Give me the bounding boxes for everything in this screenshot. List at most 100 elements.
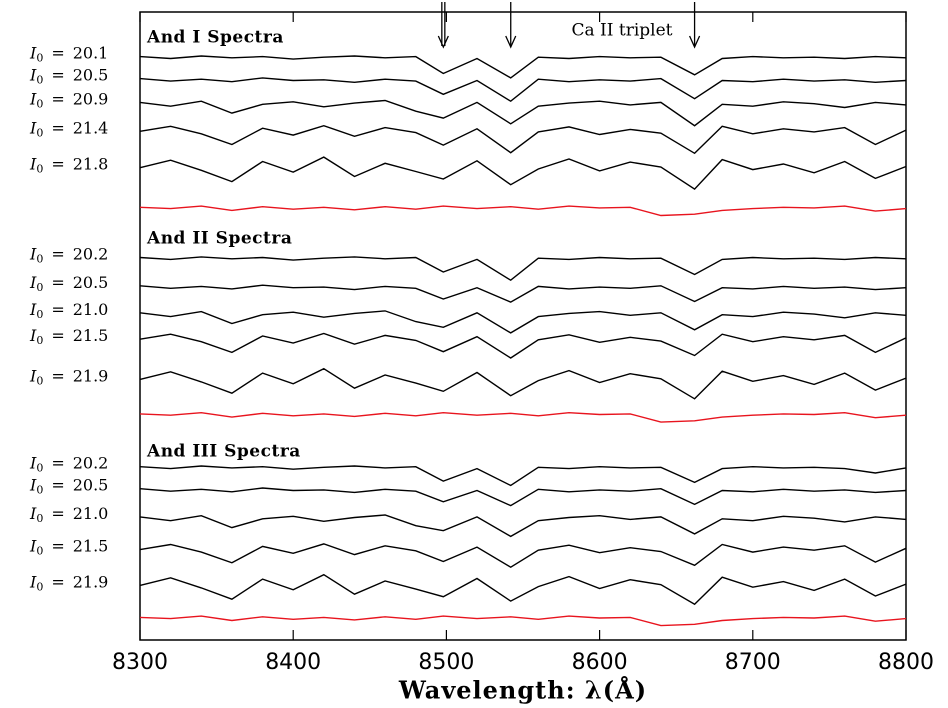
label-symbol: I [29,272,37,291]
label-symbol: I [29,453,37,472]
spectrum [139,514,907,538]
spectrum [139,573,907,606]
label-equals: = [51,366,64,385]
spectrum [139,615,907,627]
label-equals: = [51,299,64,318]
label-subscript: 0 [36,308,43,321]
spectrum [139,156,907,191]
panel-title: And III Spectra [146,442,301,462]
series-name: 21.5 [73,326,109,345]
spectrum [139,332,907,359]
x-tick-label: 8300 [112,650,168,675]
spectrum [139,543,907,569]
label-symbol: I [29,89,37,108]
spectrum [139,99,907,127]
series-name: 21.5 [73,536,109,555]
x-tick-label: 8600 [572,650,628,675]
panel-title: And II Spectra [146,229,292,249]
arrow-head [688,35,701,49]
series-name: 21.9 [73,572,109,591]
label-symbol: I [29,118,37,137]
x-tick-label: 8700 [725,650,781,675]
spectrum [139,487,907,507]
spectrum [139,256,907,282]
plot-frame [139,11,907,641]
series-name: 20.9 [73,89,109,108]
label-subscript: 0 [36,374,43,387]
series-label: I0 = 20.5 [29,272,108,294]
label-equals: = [51,244,64,263]
spectrum [139,205,907,217]
label-subscript: 0 [36,52,43,65]
series-label: I0 = 20.5 [29,65,108,87]
label-subscript: 0 [36,512,43,525]
label-equals: = [51,89,64,108]
label-subscript: 0 [36,484,43,497]
label-equals: = [51,65,64,84]
spectrum [139,465,907,487]
label-equals: = [51,572,64,591]
label-subscript: 0 [36,97,43,110]
x-tick-label: 8500 [418,650,474,675]
label-subscript: 0 [36,281,43,294]
spectrum [139,55,907,79]
series-label: I0 = 20.5 [29,475,108,497]
spectrum [139,124,907,155]
series-label: I0 = 21.4 [29,118,108,140]
label-subscript: 0 [36,580,43,593]
series-name: 21.8 [73,154,109,173]
x-tick-label: 8800 [878,650,934,675]
spectrum [139,310,907,334]
series-name: 21.9 [73,366,109,385]
series-label: I0 = 21.5 [29,536,108,558]
label-subscript: 0 [36,126,43,139]
series-name: 21.0 [73,503,109,522]
label-equals: = [51,326,64,345]
label-equals: = [51,154,64,173]
label-equals: = [51,118,64,137]
label-subscript: 0 [36,253,43,266]
panel-title: And I Spectra [146,28,284,48]
series-label: I0 = 21.9 [29,572,108,594]
label-symbol: I [29,536,37,555]
label-equals: = [51,475,64,494]
label-symbol: I [29,299,37,318]
label-symbol: I [29,244,37,263]
spectrum [139,411,907,423]
x-axis-label: Wavelength: λ(Å) [398,676,647,705]
label-subscript: 0 [36,545,43,558]
spectrum [139,367,907,400]
series-label: I0 = 20.2 [29,244,108,266]
label-symbol: I [29,326,37,345]
label-subscript: 0 [36,334,43,347]
series-name: 20.1 [73,43,109,62]
series-label: I0 = 21.0 [29,299,108,321]
label-subscript: 0 [36,74,43,87]
label-symbol: I [29,65,37,84]
series-label: I0 = 20.2 [29,453,108,475]
series-label: I0 = 21.9 [29,366,108,388]
label-equals: = [51,536,64,555]
spectrum [139,284,907,303]
series-name: 21.4 [73,118,109,137]
series-label: I0 = 20.9 [29,89,108,111]
label-subscript: 0 [36,462,43,475]
arrow-head [505,35,517,49]
label-symbol: I [29,154,37,173]
label-symbol: I [29,572,37,591]
x-tick-label: 8400 [265,650,321,675]
annotation: Ca II triplet [572,21,673,41]
label-symbol: I [29,503,37,522]
series-label: I0 = 20.1 [29,43,108,64]
series-name: 20.5 [73,272,109,291]
label-subscript: 0 [36,163,43,176]
series-name: 21.0 [73,299,109,318]
label-symbol: I [29,43,37,62]
label-equals: = [51,453,64,472]
label-equals: = [51,503,64,522]
series-name: 20.5 [73,65,109,84]
arrow-head [437,35,449,49]
label-equals: = [51,43,64,62]
series-label: I0 = 21.0 [29,503,108,525]
